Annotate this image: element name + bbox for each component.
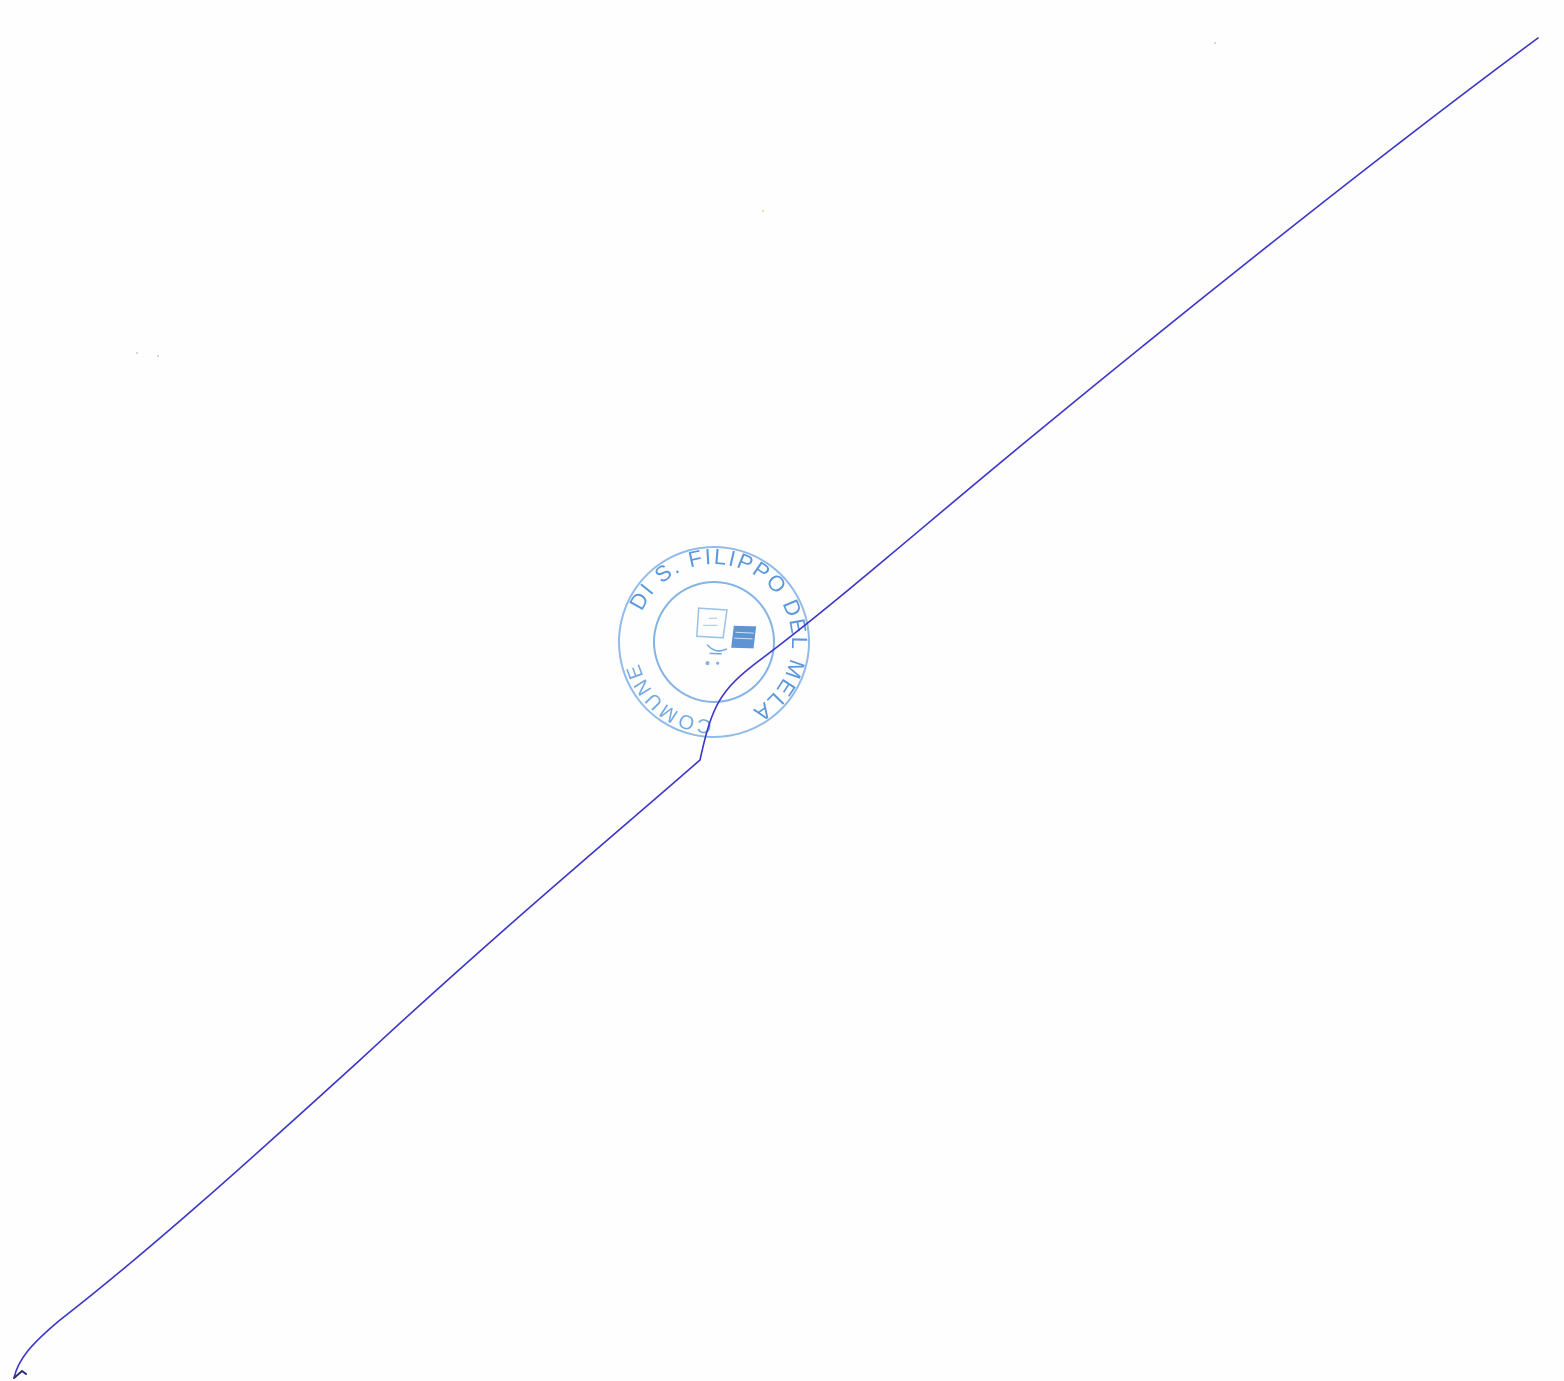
scan-speck <box>157 355 159 357</box>
stamp-lettering-bottom: COMUNE <box>612 656 723 738</box>
stamp-outer-ring <box>618 546 810 738</box>
municipal-stamp: DI S. FILIPPO DEL MELA COMUNE <box>605 526 831 739</box>
stamp-text-bottom: COMUNE <box>612 656 723 738</box>
scan-speck <box>762 210 764 212</box>
cancellation-stroke <box>13 37 1539 1379</box>
scan-speck <box>1214 42 1216 44</box>
stamp-inner-ring <box>653 581 775 703</box>
stroke-end-hook <box>13 1369 27 1379</box>
scan-speck <box>136 352 138 354</box>
stamp-crest-icon <box>696 607 757 666</box>
